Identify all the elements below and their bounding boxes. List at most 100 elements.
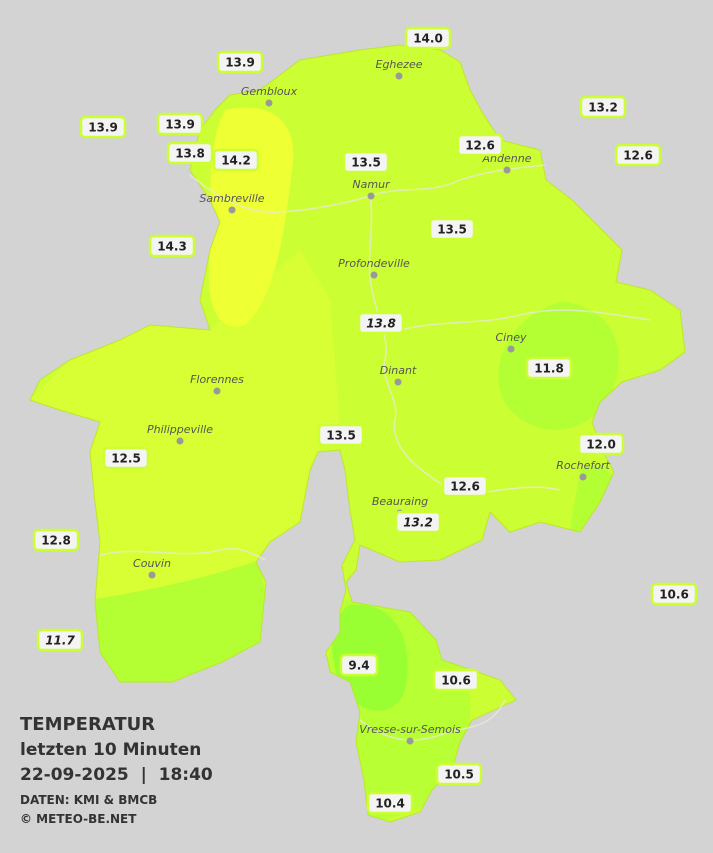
station-value: 13.2: [403, 516, 433, 530]
station: 13.9: [79, 115, 127, 139]
station-box: [102, 446, 150, 470]
station-value: 12.6: [465, 139, 495, 153]
title-period: letzten 10 Minuten: [20, 740, 201, 760]
station-value: 12.5: [111, 452, 141, 466]
station-box: [614, 143, 662, 167]
station-box: [342, 150, 390, 174]
city-dot: [265, 99, 273, 107]
station-value: 13.2: [588, 101, 618, 115]
station: 13.2: [579, 95, 627, 119]
station-box: [317, 423, 365, 447]
city-dot: [213, 387, 221, 395]
city-label: Florennes: [190, 373, 244, 386]
station: 11.8: [525, 356, 573, 380]
city-label: Rochefort: [556, 459, 610, 472]
station: 14.3: [148, 234, 196, 258]
cities: EghezeeGemblouxAndenneNamurSambrevillePr…: [133, 58, 610, 745]
station-box: [36, 628, 84, 652]
city-dot: [176, 437, 184, 445]
station: 10.4: [366, 791, 414, 815]
station-value: 13.9: [88, 121, 118, 135]
station-value: 12.0: [586, 438, 616, 452]
station-box: [441, 474, 489, 498]
city-dot: [228, 206, 236, 214]
station-value: 13.8: [366, 317, 396, 331]
station-value: 13.8: [175, 147, 205, 161]
city-label: Beauraing: [372, 495, 428, 508]
city-dot: [148, 571, 156, 579]
station-value: 12.8: [41, 534, 71, 548]
station-box: [216, 50, 264, 74]
station: 13.5: [342, 150, 390, 174]
station-value: 13.5: [351, 156, 381, 170]
station: 11.7: [36, 628, 84, 652]
station: 13.2: [394, 510, 442, 534]
legend-block: TEMPERATUR letzten 10 Minuten 22-09-2025…: [20, 714, 213, 826]
station: 10.6: [432, 668, 480, 692]
city-label: Ciney: [496, 331, 527, 344]
station-box: [212, 148, 260, 172]
station-box: [404, 26, 452, 50]
station-box: [339, 653, 379, 677]
station-value: 13.9: [165, 118, 195, 132]
station-box: [394, 510, 442, 534]
station-box: [148, 234, 196, 258]
city-dot: [367, 192, 375, 200]
station: 14.0: [404, 26, 452, 50]
stations: 14.0 13.9 13.2 13.9 13.9 12.6 12.6 13.8 14.2 13.5…: [32, 26, 698, 815]
city-dot: [395, 72, 403, 80]
station: 13.8: [166, 141, 214, 165]
city-label: Gembloux: [241, 85, 298, 98]
station: 13.5: [428, 217, 476, 241]
city-dot: [503, 166, 511, 174]
station: 13.9: [216, 50, 264, 74]
station-value: 13.5: [326, 429, 356, 443]
station-value: 14.3: [157, 240, 187, 254]
station-value: 10.5: [444, 768, 474, 782]
station: 12.6: [456, 133, 504, 157]
station-box: [79, 115, 127, 139]
city-dot: [406, 737, 414, 745]
city-label: Sambreville: [199, 192, 264, 205]
station-value: 11.8: [534, 362, 564, 376]
station-value: 10.6: [441, 674, 471, 688]
city-dot: [370, 271, 378, 279]
station-box: [32, 528, 80, 552]
station: 14.2: [212, 148, 260, 172]
copyright: © METEO-BE.NET: [20, 812, 137, 826]
station-value: 9.4: [348, 659, 369, 673]
station: 12.5: [102, 446, 150, 470]
station-value: 12.6: [623, 149, 653, 163]
station: 12.8: [32, 528, 80, 552]
station-value: 14.0: [413, 32, 443, 46]
station: 12.6: [441, 474, 489, 498]
station: 10.6: [650, 582, 698, 606]
city-label: Vresse-sur-Semois: [359, 723, 461, 736]
station-box: [579, 95, 627, 119]
station: 9.4: [339, 653, 379, 677]
station-box: [577, 432, 625, 456]
station: 13.9: [156, 112, 204, 136]
city-label: Namur: [352, 178, 391, 191]
station: 12.0: [577, 432, 625, 456]
station-box: [366, 791, 414, 815]
station: 13.5: [317, 423, 365, 447]
station-box: [432, 668, 480, 692]
city-label: Dinant: [380, 364, 417, 377]
station-box: [357, 311, 405, 335]
title-heading: TEMPERATUR: [20, 714, 155, 735]
city-label: Philippeville: [147, 423, 213, 436]
station-value: 12.6: [450, 480, 480, 494]
station: 13.8: [357, 311, 405, 335]
station-box: [166, 141, 214, 165]
station-value: 10.6: [659, 588, 689, 602]
station-box: [650, 582, 698, 606]
station-box: [456, 133, 504, 157]
city-dot: [394, 378, 402, 386]
station-box: [428, 217, 476, 241]
station-value: 10.4: [375, 797, 405, 811]
station: 10.5: [435, 762, 483, 786]
station-value: 11.7: [45, 634, 75, 648]
